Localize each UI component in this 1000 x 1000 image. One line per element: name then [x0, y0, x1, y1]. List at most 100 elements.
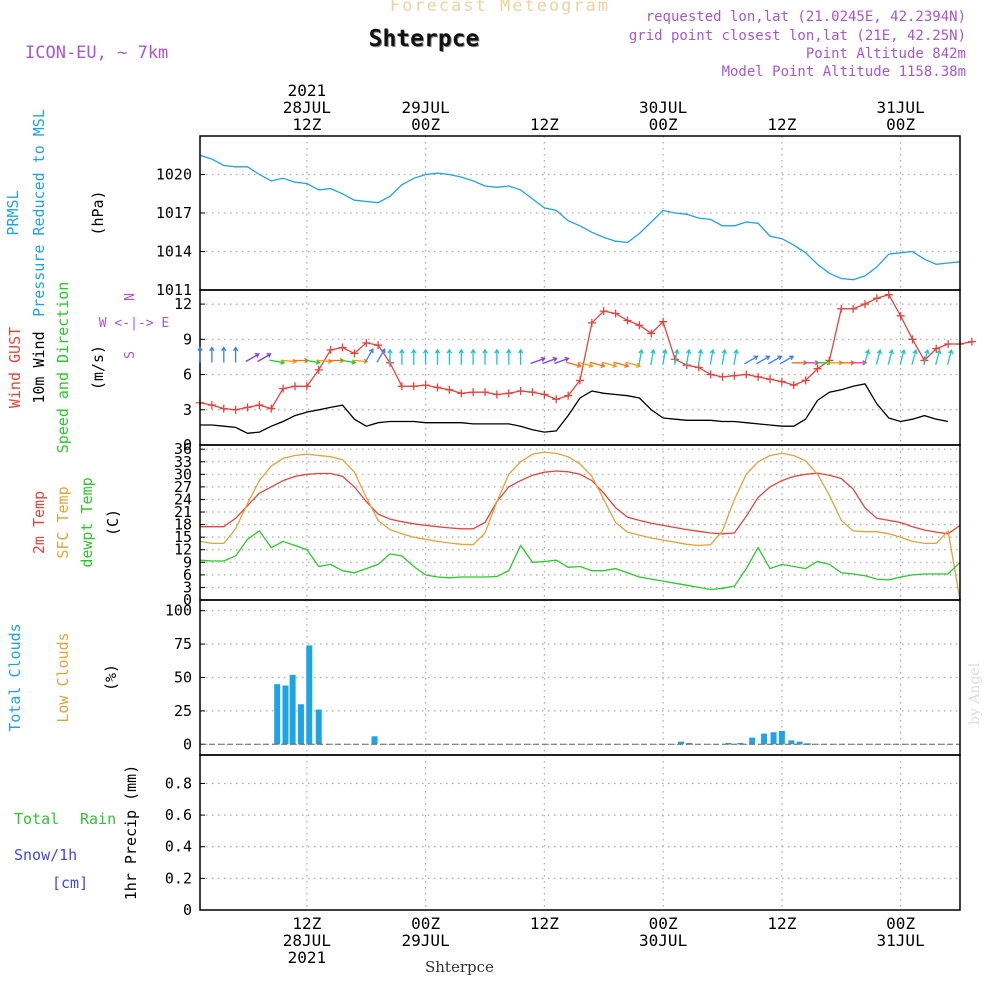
- time-tick-bottom: 12Z: [292, 914, 321, 933]
- cloud-bar: [289, 674, 296, 745]
- gust-marker: [896, 311, 905, 320]
- gust-marker: [932, 344, 941, 353]
- time-tick-bottom: 00Z: [886, 914, 915, 933]
- gust-marker: [849, 304, 858, 313]
- compass-north: N: [123, 293, 138, 301]
- wind-arrow: [674, 348, 680, 365]
- gust-marker: [267, 404, 276, 413]
- gust-marker: [647, 329, 656, 338]
- gust-marker: [576, 376, 584, 385]
- wind-arrow: [422, 348, 429, 365]
- gust-marker: [635, 321, 644, 330]
- cloud-bar: [297, 704, 304, 745]
- ytick-label: 15: [174, 528, 192, 546]
- panel-label: Wind GUST: [6, 327, 24, 408]
- time-tick-bottom: 00Z: [649, 914, 678, 933]
- wind-arrow: [232, 346, 239, 363]
- gust-marker: [801, 376, 810, 385]
- wind-arrow: [863, 349, 871, 365]
- gust-marker: [599, 307, 608, 316]
- wind-arrow: [946, 349, 954, 365]
- ytick-label: 50: [174, 669, 192, 687]
- ytick-label: 1011: [156, 281, 192, 299]
- gust-marker: [481, 388, 489, 397]
- model-label: ICON-EU, ~ 7km: [25, 43, 169, 63]
- ytick-label: 0: [183, 735, 192, 753]
- gust-marker: [623, 316, 632, 325]
- panel-label: Total Clouds: [6, 623, 24, 731]
- panel-label: (%): [102, 664, 120, 691]
- time-tick-bottom: 12Z: [530, 914, 559, 933]
- gust-marker: [469, 388, 478, 397]
- gust-marker: [789, 381, 798, 390]
- wind-arrow: [767, 355, 783, 365]
- wind-arrow: [875, 348, 883, 365]
- ytick-label: 0.4: [165, 838, 192, 856]
- supertitle: Forecast Meteogram: [389, 0, 611, 16]
- gust-marker: [291, 382, 299, 391]
- gust-marker: [730, 371, 739, 380]
- panel-frame: [199, 289, 961, 446]
- gust-marker: [967, 337, 976, 346]
- time-tick-top: 28JUL: [283, 98, 331, 117]
- time-tick-bottom: 30JUL: [639, 931, 687, 950]
- series-line-wind-gust: [199, 293, 973, 411]
- gust-marker: [659, 317, 668, 326]
- wind-arrow: [685, 348, 692, 365]
- gust-marker: [552, 395, 561, 404]
- time-tick-bottom: 31JUL: [877, 931, 925, 950]
- cloud-bar: [282, 685, 289, 745]
- wind-arrow: [662, 348, 668, 365]
- time-tick-bottom: 28JUL: [283, 931, 331, 950]
- wind-arrow: [601, 361, 618, 369]
- cloud-bar: [315, 709, 322, 745]
- gust-marker: [540, 390, 549, 399]
- wind-arrow: [209, 346, 215, 363]
- wind-arrow: [197, 346, 203, 363]
- gust-marker: [504, 389, 513, 398]
- ytick-label: 21: [174, 503, 192, 521]
- wind-arrow: [899, 349, 906, 365]
- ytick-label: 18: [174, 516, 192, 534]
- time-tick-top: 29JUL: [402, 98, 450, 117]
- gust-marker: [255, 401, 264, 410]
- panel-label: dewpt Temp: [78, 477, 96, 567]
- wind-arrow: [506, 348, 512, 365]
- panel-label: Speed and Direction: [54, 282, 72, 454]
- cloud-bar: [788, 740, 795, 745]
- gust-marker: [718, 372, 727, 381]
- ytick-label: 0.6: [165, 806, 192, 824]
- gust-marker: [362, 338, 371, 347]
- ytick-label: 9: [183, 330, 192, 348]
- wind-arrow: [257, 353, 272, 363]
- time-tick-bottom: 2021: [288, 948, 327, 967]
- ytick-label: 75: [174, 635, 192, 653]
- gust-marker: [706, 370, 715, 379]
- wind-arrow: [733, 348, 739, 365]
- ytick-label: 24: [174, 490, 192, 508]
- wind-arrow: [935, 348, 942, 365]
- panel-frame: [199, 754, 961, 911]
- time-tick-top: 00Z: [649, 115, 678, 134]
- gust-marker: [350, 349, 359, 358]
- gust-marker: [587, 318, 596, 327]
- wind-arrow: [387, 348, 393, 365]
- ytick-label: 33: [174, 453, 192, 471]
- wind-arrow: [911, 349, 918, 365]
- precip-ylabel: 1hr Precip (mm): [122, 765, 140, 900]
- cloud-bar: [371, 736, 378, 745]
- gust-marker: [433, 383, 442, 392]
- wind-arrow: [566, 361, 582, 369]
- model-altitude: Model Point Altitude 1158.38m: [721, 64, 966, 80]
- time-tick-top: 30JUL: [639, 98, 687, 117]
- gust-marker: [872, 294, 881, 303]
- wind-arrow: [530, 356, 546, 365]
- wind-arrow: [542, 356, 558, 365]
- time-tick-top: 2021: [288, 81, 327, 100]
- gust-marker: [884, 290, 893, 299]
- gust-marker: [528, 388, 537, 397]
- precip-label-rain: Rain: [80, 810, 116, 828]
- cloud-bar: [770, 732, 777, 745]
